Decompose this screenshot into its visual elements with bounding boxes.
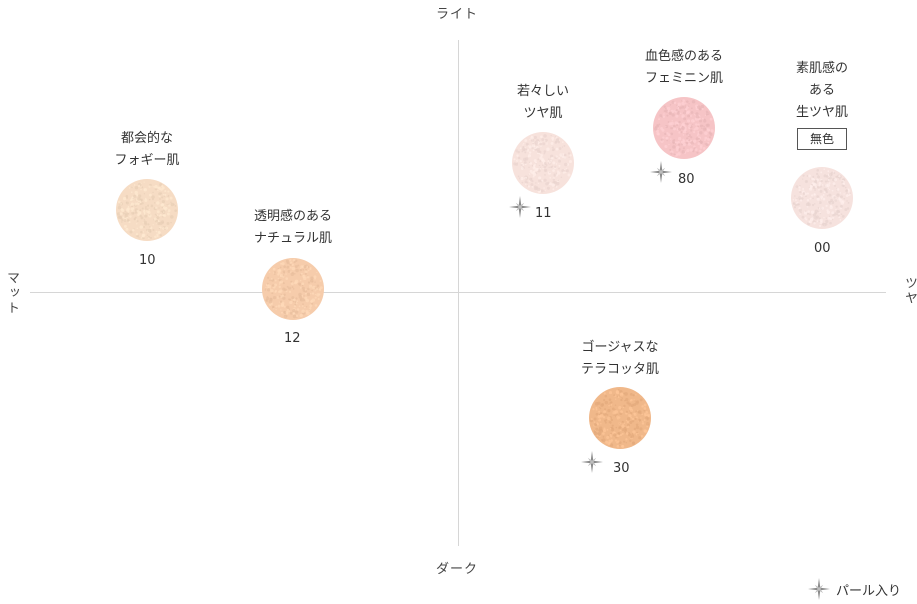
sparkle-icon <box>808 578 830 600</box>
legend-label: パール入り <box>836 583 902 599</box>
item-code-00: 00 <box>814 241 831 256</box>
item-label: ゴージャスな テラコッタ肌 <box>580 340 659 377</box>
powder-swatch-30 <box>589 387 651 449</box>
item-30-caption: ゴージャスな テラコッタ肌 <box>560 337 680 381</box>
vertical-axis <box>458 40 459 546</box>
sparkle-icon <box>581 451 603 473</box>
item-label: 素肌感の ある 生ツヤ肌 <box>795 61 848 120</box>
powder-swatch-12 <box>262 258 324 320</box>
item-11-caption: 若々しい ツヤ肌 <box>483 81 603 125</box>
item-code-11: 11 <box>535 206 552 221</box>
pearl-legend: パール入り <box>808 578 901 600</box>
axis-label-left: マット <box>4 271 19 316</box>
colorless-badge: 無色 <box>796 128 847 150</box>
powder-swatch-80 <box>653 97 715 159</box>
item-label: 若々しい ツヤ肌 <box>516 84 569 121</box>
item-10-caption: 都会的な フォギー肌 <box>87 128 207 172</box>
axis-label-bottom: ダーク <box>436 562 479 577</box>
item-code-80: 80 <box>678 172 695 187</box>
item-code-10: 10 <box>139 253 156 268</box>
item-code-12: 12 <box>284 331 301 346</box>
item-label: 都会的な フォギー肌 <box>114 131 180 168</box>
item-80-caption: 血色感のある フェミニン肌 <box>624 46 744 90</box>
sparkle-icon <box>650 161 672 183</box>
item-00-caption: 素肌感の ある 生ツヤ肌 無色 <box>762 58 882 150</box>
powder-swatch-11 <box>512 132 574 194</box>
item-label: 血色感のある フェミニン肌 <box>644 49 723 86</box>
item-12-caption: 透明感のある ナチュラル肌 <box>233 206 353 250</box>
powder-swatch-00 <box>791 167 853 229</box>
sparkle-icon <box>509 196 531 218</box>
axis-label-right: ツヤ <box>902 276 917 306</box>
axis-label-top: ライト <box>436 7 479 22</box>
item-code-30: 30 <box>613 461 630 476</box>
powder-swatch-10 <box>116 179 178 241</box>
item-label: 透明感のある ナチュラル肌 <box>253 209 332 246</box>
